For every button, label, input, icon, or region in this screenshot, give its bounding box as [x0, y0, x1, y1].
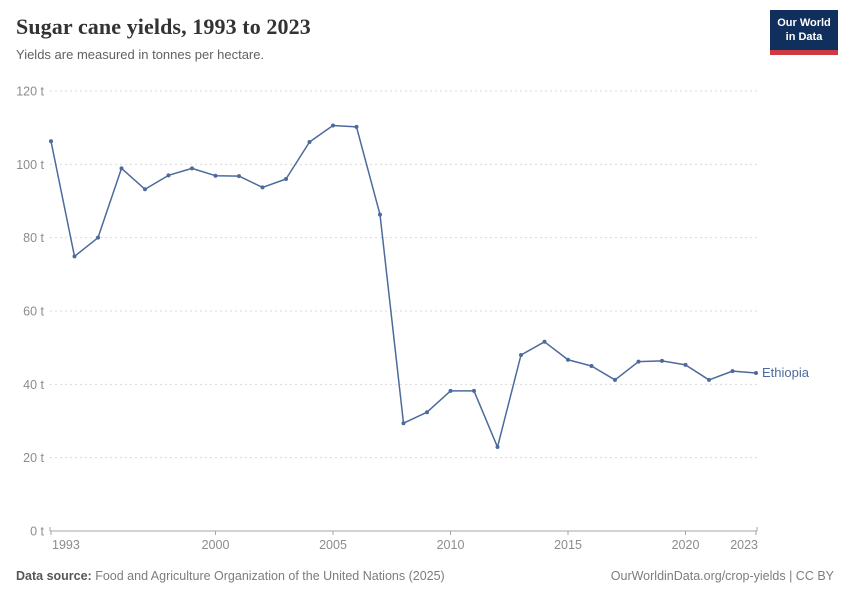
- data-point[interactable]: [96, 235, 100, 240]
- data-point[interactable]: [425, 410, 429, 415]
- data-point[interactable]: [707, 377, 711, 382]
- chart-subtitle: Yields are measured in tonnes per hectar…: [16, 47, 265, 62]
- data-source-text: Food and Agriculture Organization of the…: [91, 569, 445, 583]
- data-point[interactable]: [307, 139, 312, 144]
- data-point[interactable]: [730, 369, 735, 374]
- chart-title: Sugar cane yields, 1993 to 2023: [16, 14, 311, 39]
- y-tick-label: 40 t: [23, 378, 44, 392]
- data-point[interactable]: [190, 166, 194, 171]
- data-point[interactable]: [354, 124, 359, 129]
- x-tick-label: 1993: [52, 538, 80, 552]
- trend-line: [50, 124, 757, 448]
- data-point[interactable]: [49, 139, 53, 144]
- data-point[interactable]: [660, 358, 664, 363]
- x-tick-label: 2005: [319, 538, 347, 552]
- chart-footer: Data source: Food and Agriculture Organi…: [16, 569, 834, 583]
- data-point[interactable]: [119, 166, 124, 171]
- y-tick-label: 80 t: [23, 231, 44, 245]
- data-point[interactable]: [401, 421, 406, 426]
- data-point[interactable]: [378, 212, 382, 217]
- x-tick-label: 2000: [202, 538, 230, 552]
- data-point[interactable]: [519, 353, 523, 357]
- data-point[interactable]: [331, 123, 335, 128]
- y-tick-label: 100 t: [16, 158, 44, 172]
- data-point[interactable]: [260, 185, 265, 190]
- data-point[interactable]: [237, 174, 241, 179]
- chart-header: Sugar cane yields, 1993 to 2023 Yields a…: [16, 14, 750, 62]
- x-tick-label: 2023: [730, 538, 758, 552]
- y-tick-label: 60 t: [23, 305, 44, 319]
- data-point[interactable]: [754, 370, 758, 375]
- data-source-label: Data source:: [16, 569, 92, 583]
- y-tick-label: 0 t: [30, 525, 44, 539]
- data-point[interactable]: [566, 357, 570, 362]
- data-point[interactable]: [613, 377, 617, 382]
- data-point[interactable]: [143, 187, 147, 192]
- y-tick-label: 20 t: [23, 451, 44, 465]
- owid-logo-line2: in Data: [785, 31, 823, 44]
- credit-link[interactable]: OurWorldinData.org/crop-yields | CC BY: [610, 569, 834, 583]
- data-point[interactable]: [213, 173, 218, 178]
- x-tick-label: 2020: [672, 538, 700, 552]
- data-point[interactable]: [683, 362, 688, 367]
- data-source: Data source: Food and Agriculture Organi…: [16, 569, 445, 583]
- owid-logo-line1: Our World: [777, 17, 831, 29]
- data-point[interactable]: [495, 445, 500, 450]
- x-tick-label: 2015: [554, 538, 582, 552]
- data-point[interactable]: [72, 254, 77, 259]
- data-point[interactable]: [284, 177, 288, 181]
- data-point[interactable]: [472, 388, 476, 393]
- data-point[interactable]: [589, 364, 594, 368]
- data-point[interactable]: [636, 359, 641, 364]
- series-label-ethiopia: Ethiopia: [762, 365, 810, 380]
- data-point[interactable]: [448, 388, 453, 393]
- data-point[interactable]: [542, 339, 547, 344]
- y-tick-label: 120 t: [16, 85, 44, 99]
- owid-logo[interactable]: Our World in Data: [770, 10, 838, 55]
- x-tick-label: 2010: [437, 538, 465, 552]
- data-point[interactable]: [166, 173, 171, 178]
